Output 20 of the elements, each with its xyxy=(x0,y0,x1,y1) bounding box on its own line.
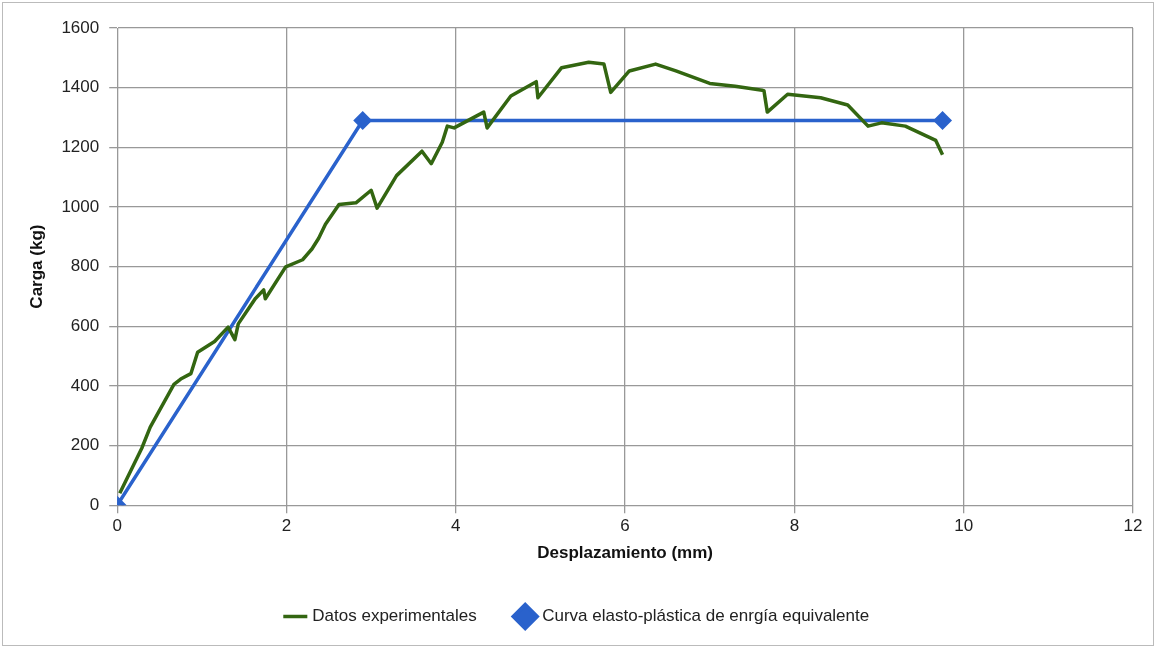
x-tick-label: 10 xyxy=(954,516,974,536)
y-tick-label: 200 xyxy=(70,435,100,455)
x-tick-label: 6 xyxy=(620,516,630,536)
y-tick-label: 400 xyxy=(70,375,100,395)
x-tick-label: 12 xyxy=(1123,516,1143,536)
y-tick-label: 800 xyxy=(70,256,100,276)
y-axis-title: Carga (kg) xyxy=(26,224,46,309)
x-tick-label: 8 xyxy=(789,516,800,536)
legend-label: Curva elasto-plástica de enrgía equivalente xyxy=(542,606,870,626)
x-tick-label: 4 xyxy=(451,516,461,536)
y-tick-label: 1000 xyxy=(61,196,100,216)
y-tick-label: 1400 xyxy=(61,77,100,97)
x-tick-label: 0 xyxy=(112,516,122,536)
legend-label: Datos experimentales xyxy=(312,606,477,626)
x-axis-title: Desplazamiento (mm) xyxy=(537,543,713,563)
x-tick-label: 2 xyxy=(281,516,292,536)
y-tick-label: 1200 xyxy=(61,136,100,156)
y-tick-label: 0 xyxy=(89,494,100,514)
y-tick-label: 600 xyxy=(70,315,100,335)
y-tick-label: 1600 xyxy=(61,17,100,37)
